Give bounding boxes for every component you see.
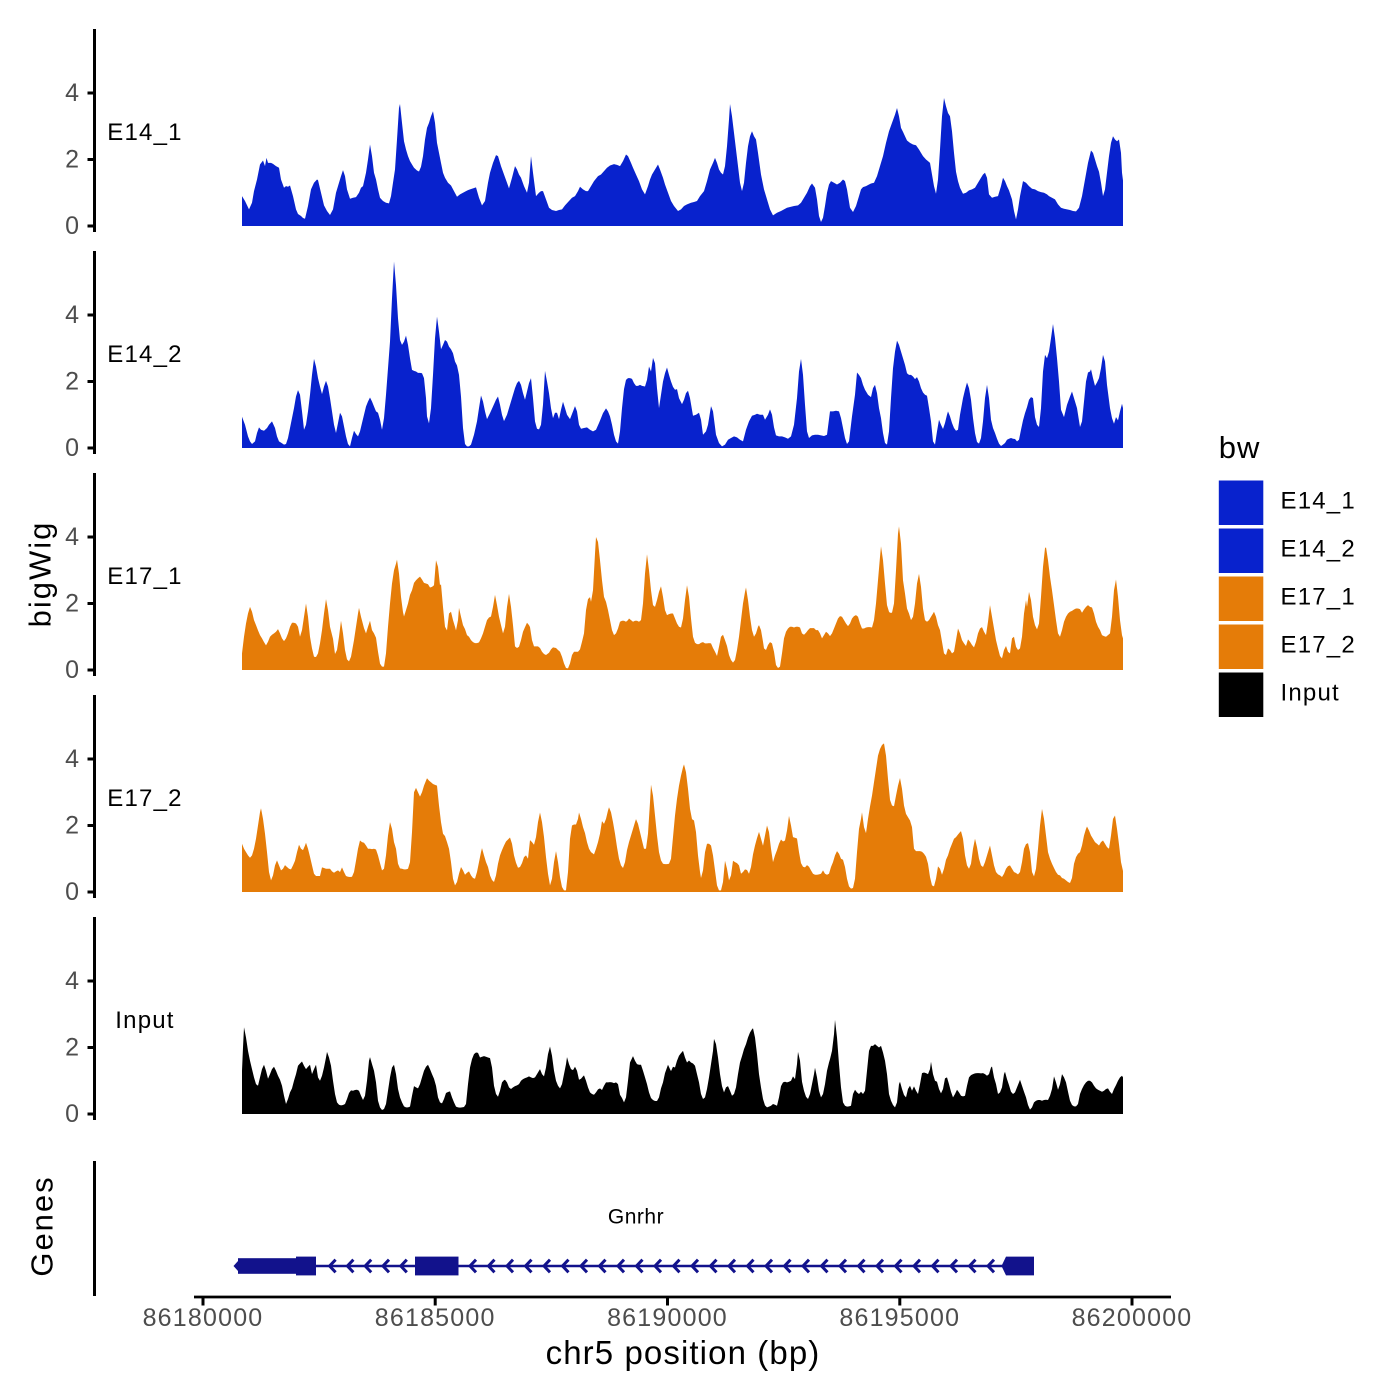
svg-text:86200000: 86200000	[1072, 1304, 1193, 1332]
svg-text:4: 4	[65, 967, 79, 995]
svg-text:E17_1: E17_1	[107, 563, 182, 590]
svg-text:E17_2: E17_2	[107, 785, 182, 812]
svg-text:4: 4	[65, 79, 79, 107]
svg-text:0: 0	[65, 878, 79, 906]
svg-text:4: 4	[65, 745, 79, 773]
svg-text:chr5 position (bp): chr5 position (bp)	[546, 1334, 821, 1371]
svg-text:4: 4	[65, 301, 79, 329]
svg-text:0: 0	[65, 1100, 79, 1128]
svg-text:2: 2	[65, 590, 79, 618]
svg-text:E14_1: E14_1	[107, 119, 182, 146]
svg-text:2: 2	[65, 812, 79, 840]
svg-text:2: 2	[65, 1034, 79, 1062]
svg-text:bw: bw	[1219, 430, 1261, 465]
svg-text:2: 2	[65, 368, 79, 396]
svg-text:0: 0	[65, 656, 79, 684]
svg-text:E17_2: E17_2	[1281, 632, 1356, 659]
svg-text:Input: Input	[115, 1007, 174, 1034]
svg-text:E14_2: E14_2	[1281, 536, 1356, 563]
svg-text:0: 0	[65, 212, 79, 240]
svg-text:Genes: Genes	[25, 1175, 60, 1276]
svg-text:4: 4	[65, 523, 79, 551]
svg-text:Gnrhr: Gnrhr	[608, 1206, 664, 1229]
svg-text:E14_1: E14_1	[1281, 488, 1356, 515]
svg-text:Input: Input	[1281, 680, 1340, 707]
svg-text:86180000: 86180000	[143, 1304, 264, 1332]
svg-text:86195000: 86195000	[839, 1304, 960, 1332]
svg-text:0: 0	[65, 434, 79, 462]
svg-text:2: 2	[65, 146, 79, 174]
svg-text:bigWig: bigWig	[23, 521, 58, 628]
svg-text:E14_2: E14_2	[107, 341, 182, 368]
svg-text:86190000: 86190000	[607, 1304, 728, 1332]
svg-text:E17_1: E17_1	[1281, 584, 1356, 611]
svg-text:86185000: 86185000	[375, 1304, 496, 1332]
